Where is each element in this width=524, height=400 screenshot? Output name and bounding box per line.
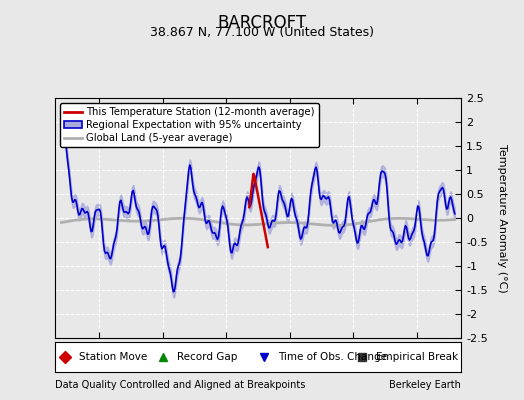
Text: Data Quality Controlled and Aligned at Breakpoints: Data Quality Controlled and Aligned at B… <box>55 380 305 390</box>
Text: Time of Obs. Change: Time of Obs. Change <box>278 352 387 362</box>
Text: Empirical Break: Empirical Break <box>376 352 458 362</box>
Y-axis label: Temperature Anomaly (°C): Temperature Anomaly (°C) <box>497 144 507 292</box>
Legend: This Temperature Station (12-month average), Regional Expectation with 95% uncer: This Temperature Station (12-month avera… <box>60 103 319 147</box>
Text: 38.867 N, 77.100 W (United States): 38.867 N, 77.100 W (United States) <box>150 26 374 39</box>
Text: Berkeley Earth: Berkeley Earth <box>389 380 461 390</box>
Text: BARCROFT: BARCROFT <box>217 14 307 32</box>
Text: Record Gap: Record Gap <box>177 352 237 362</box>
Text: Station Move: Station Move <box>80 352 148 362</box>
